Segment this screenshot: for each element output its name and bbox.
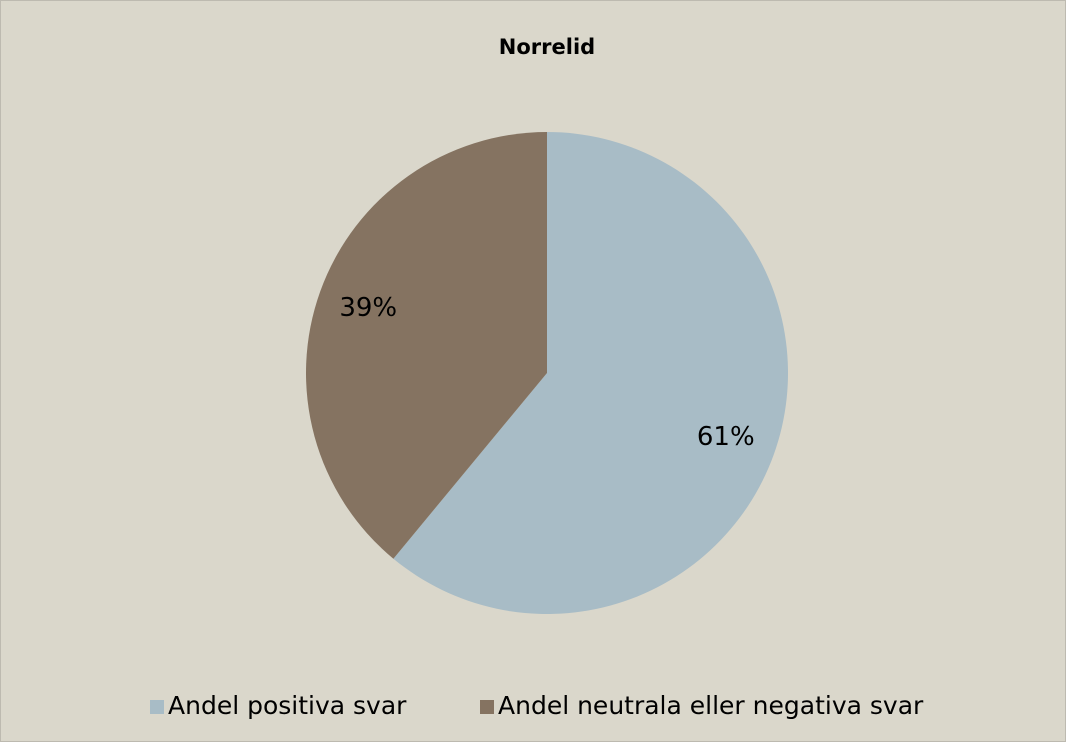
legend-swatch	[480, 700, 494, 714]
pie-slice	[306, 132, 547, 559]
legend-label: Andel positiva svar	[168, 691, 407, 720]
chart-title: Norrelid	[499, 35, 595, 59]
pie-slice	[393, 132, 788, 614]
legend-swatch	[150, 700, 164, 714]
data-label: 39%	[339, 293, 397, 323]
data-label: 61%	[697, 422, 755, 452]
legend-label: Andel neutrala eller negativa svar	[498, 691, 924, 720]
